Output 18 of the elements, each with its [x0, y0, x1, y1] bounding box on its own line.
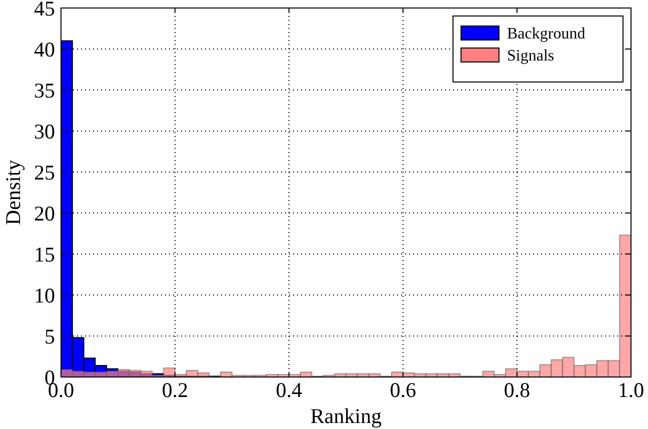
y-tick-label: 45 — [34, 0, 55, 20]
y-tick-label: 35 — [34, 78, 55, 102]
y-tick-label: 25 — [34, 160, 55, 184]
y-tick-label: 30 — [34, 119, 55, 144]
y-tick-label: 10 — [34, 283, 55, 308]
y-tick-label: 40 — [34, 37, 55, 62]
legend-label: Signals — [507, 48, 554, 65]
x-tick-label: 1.0 — [618, 378, 644, 402]
x-axis-title: Ranking — [310, 404, 382, 428]
legend-label: Background — [507, 26, 586, 43]
x-tick-label: 0.8 — [504, 378, 530, 402]
y-tick-label: 15 — [34, 242, 55, 266]
y-tick-label: 5 — [44, 324, 55, 348]
x-tick-label: 0.2 — [162, 378, 188, 402]
y-axis-title: Density — [1, 159, 25, 226]
x-tick-label: 0.4 — [276, 378, 303, 402]
x-tick-label: 0.6 — [390, 378, 416, 402]
y-tick-label: 20 — [34, 201, 55, 226]
